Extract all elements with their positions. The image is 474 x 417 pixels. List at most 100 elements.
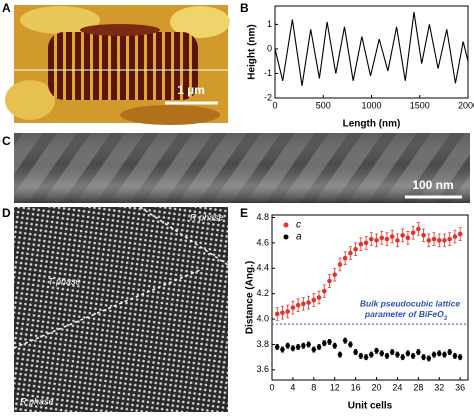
- x-tick-label: 24: [392, 382, 402, 392]
- data-point: [306, 342, 311, 347]
- data-point: [316, 344, 322, 350]
- afm-image: [5, 5, 230, 125]
- data-point: [306, 300, 311, 305]
- data-point: [337, 262, 343, 267]
- x-tick-label: 12: [330, 382, 340, 392]
- x-tick-label: 32: [434, 382, 444, 392]
- legend-marker: [283, 234, 289, 240]
- x-tick-label: 0: [269, 382, 274, 392]
- panel-label: C: [2, 134, 11, 148]
- data-point: [285, 343, 290, 349]
- x-tick-label: 1500: [410, 100, 430, 110]
- data-point: [353, 246, 358, 252]
- data-point: [436, 351, 442, 356]
- data-point: [421, 354, 426, 360]
- data-point: [311, 347, 317, 352]
- y-tick-label: -1: [264, 68, 272, 78]
- data-point: [426, 238, 432, 243]
- legend-label: c: [296, 220, 301, 231]
- data-point: [332, 343, 338, 349]
- data-point: [274, 311, 280, 317]
- data-point: [384, 236, 390, 242]
- data-point: [405, 351, 411, 356]
- y-tick-label: 1: [267, 19, 272, 29]
- phase-label: R phase: [20, 396, 54, 406]
- legend-marker: [283, 222, 289, 228]
- data-point: [369, 352, 374, 357]
- scale-bar-label: 100 nm: [412, 178, 453, 192]
- data-point: [431, 236, 437, 242]
- data-point: [421, 233, 426, 238]
- data-point: [452, 234, 458, 239]
- data-point: [457, 354, 463, 360]
- data-point: [389, 234, 395, 239]
- panel-label: B: [240, 1, 249, 15]
- data-point: [295, 302, 301, 308]
- data-point: [369, 236, 374, 242]
- x-tick-label: 28: [413, 382, 423, 392]
- data-point: [301, 301, 306, 307]
- data-point: [358, 353, 364, 359]
- data-point: [332, 272, 338, 277]
- data-point: [311, 297, 317, 303]
- annotation: parameter of BiFeO3: [364, 309, 448, 321]
- data-point: [457, 231, 463, 237]
- data-point: [442, 352, 447, 357]
- data-point: [426, 356, 432, 361]
- data-point: [400, 233, 405, 238]
- x-tick-label: 8: [311, 382, 316, 392]
- data-point: [280, 310, 285, 316]
- data-point: [447, 236, 453, 242]
- data-point: [321, 288, 327, 294]
- phase-label: T phase: [48, 276, 81, 286]
- y-tick-label: 0: [267, 43, 272, 53]
- data-point: [342, 338, 348, 343]
- y-axis-label: Distance (Ang.): [245, 261, 256, 334]
- plot-frame: [274, 5, 469, 99]
- y-tick-label: 3.8: [256, 339, 269, 349]
- panel-label: E: [240, 206, 248, 220]
- legend-label: a: [296, 232, 302, 243]
- data-point: [363, 240, 369, 246]
- data-point: [405, 235, 411, 241]
- x-tick-label: 20: [372, 382, 382, 392]
- data-point: [447, 349, 453, 355]
- data-point: [290, 345, 296, 351]
- data-point: [274, 344, 280, 350]
- data-point: [321, 340, 327, 346]
- data-point: [431, 352, 437, 357]
- data-point: [348, 342, 353, 347]
- x-tick-label: 2000: [458, 100, 474, 110]
- data-point: [452, 353, 458, 359]
- data-point: [395, 238, 400, 243]
- data-point: [410, 353, 416, 359]
- y-tick-label: 4.6: [256, 237, 269, 247]
- data-point: [374, 348, 379, 354]
- y-tick-label: 4.0: [256, 313, 269, 323]
- data-point: [400, 354, 405, 360]
- x-tick-label: 1000: [361, 100, 381, 110]
- data-point: [280, 347, 285, 352]
- data-point: [342, 255, 348, 261]
- data-point: [285, 309, 290, 314]
- annotation-subscript: 3: [444, 316, 448, 322]
- data-point: [389, 349, 395, 355]
- data-point: [358, 241, 364, 247]
- panel-label: A: [2, 1, 11, 15]
- data-point: [327, 278, 332, 284]
- y-tick-label: 4.2: [256, 288, 269, 298]
- data-point: [436, 238, 442, 243]
- x-axis-label: Length (nm): [343, 119, 401, 130]
- data-point: [395, 352, 400, 357]
- scale-bar-label: 1 µm: [177, 83, 205, 97]
- data-line: [274, 12, 469, 86]
- y-tick-label: 4.8: [256, 212, 269, 222]
- data-point: [295, 344, 301, 350]
- data-point: [316, 295, 322, 300]
- data-point: [416, 226, 421, 232]
- x-tick-label: 36: [455, 382, 465, 392]
- hrtem-image: [13, 206, 229, 412]
- data-point: [416, 349, 421, 355]
